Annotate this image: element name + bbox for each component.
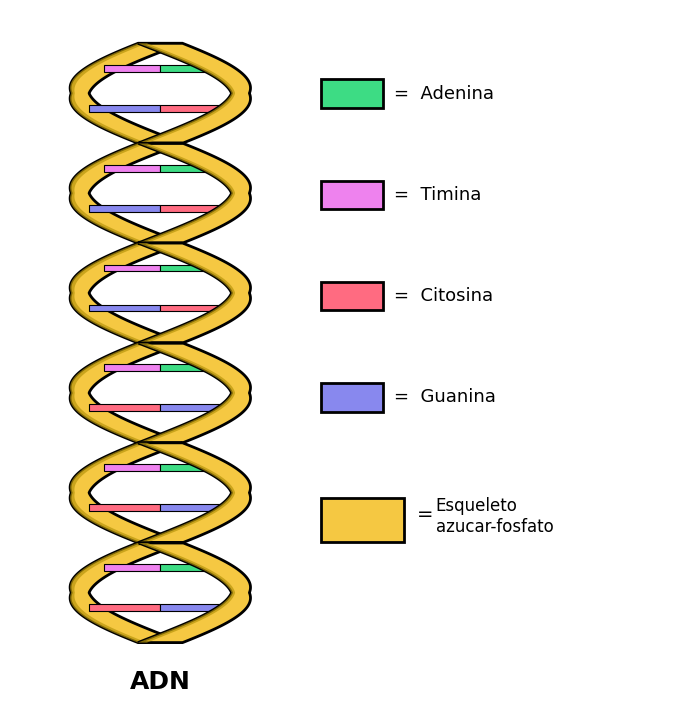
Polygon shape xyxy=(138,144,250,243)
Polygon shape xyxy=(70,144,147,243)
Polygon shape xyxy=(70,343,183,443)
FancyBboxPatch shape xyxy=(160,305,231,311)
FancyBboxPatch shape xyxy=(89,105,160,112)
FancyBboxPatch shape xyxy=(160,404,231,412)
Polygon shape xyxy=(70,144,183,243)
FancyBboxPatch shape xyxy=(321,79,383,108)
Polygon shape xyxy=(70,343,147,443)
Polygon shape xyxy=(138,543,235,643)
FancyBboxPatch shape xyxy=(160,105,231,112)
Text: Esqueleto
azucar-fosfato: Esqueleto azucar-fosfato xyxy=(436,497,553,536)
Text: =  Citosina: = Citosina xyxy=(394,287,493,305)
Polygon shape xyxy=(138,243,250,343)
FancyBboxPatch shape xyxy=(160,604,231,611)
FancyBboxPatch shape xyxy=(160,65,217,71)
FancyBboxPatch shape xyxy=(160,505,231,511)
FancyBboxPatch shape xyxy=(160,205,231,212)
Polygon shape xyxy=(138,443,250,542)
FancyBboxPatch shape xyxy=(160,165,217,172)
Text: ADN: ADN xyxy=(130,670,191,695)
Polygon shape xyxy=(138,243,235,343)
FancyBboxPatch shape xyxy=(160,265,217,271)
Polygon shape xyxy=(70,443,183,542)
FancyBboxPatch shape xyxy=(104,365,160,371)
Text: =  Adenina: = Adenina xyxy=(394,85,493,103)
Polygon shape xyxy=(138,144,235,243)
Polygon shape xyxy=(138,543,250,643)
Polygon shape xyxy=(70,443,147,542)
Polygon shape xyxy=(138,43,235,143)
FancyBboxPatch shape xyxy=(160,565,217,571)
FancyBboxPatch shape xyxy=(160,365,217,371)
Polygon shape xyxy=(70,543,183,643)
FancyBboxPatch shape xyxy=(104,65,160,71)
Polygon shape xyxy=(138,343,250,443)
Polygon shape xyxy=(70,43,183,143)
FancyBboxPatch shape xyxy=(104,165,160,172)
Text: =  Timina: = Timina xyxy=(394,186,481,204)
FancyBboxPatch shape xyxy=(321,180,383,209)
Polygon shape xyxy=(70,543,147,643)
FancyBboxPatch shape xyxy=(104,265,160,271)
Text: =: = xyxy=(417,505,434,523)
Polygon shape xyxy=(70,243,183,343)
FancyBboxPatch shape xyxy=(89,604,160,611)
Polygon shape xyxy=(138,43,250,143)
FancyBboxPatch shape xyxy=(321,383,383,412)
FancyBboxPatch shape xyxy=(104,464,160,471)
Polygon shape xyxy=(138,443,235,542)
FancyBboxPatch shape xyxy=(321,498,404,542)
Polygon shape xyxy=(70,43,147,143)
FancyBboxPatch shape xyxy=(104,565,160,571)
FancyBboxPatch shape xyxy=(89,505,160,511)
FancyBboxPatch shape xyxy=(89,404,160,412)
Text: =  Guanina: = Guanina xyxy=(394,388,496,406)
Polygon shape xyxy=(138,343,235,443)
Polygon shape xyxy=(70,243,147,343)
FancyBboxPatch shape xyxy=(89,205,160,212)
FancyBboxPatch shape xyxy=(160,464,217,471)
FancyBboxPatch shape xyxy=(321,282,383,310)
FancyBboxPatch shape xyxy=(89,305,160,311)
